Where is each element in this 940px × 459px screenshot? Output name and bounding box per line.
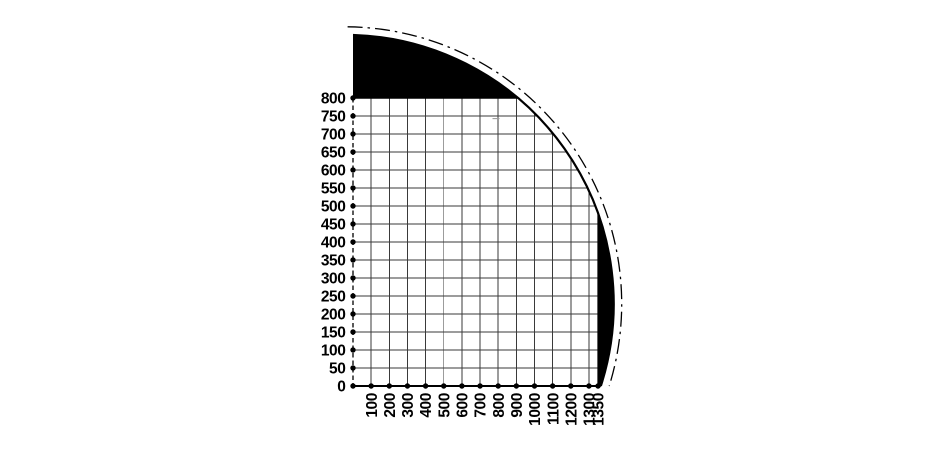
x-tick-dot (441, 383, 447, 389)
y-tick-dot (350, 95, 356, 101)
y-tick-label: 550 (321, 181, 346, 198)
y-tick-label: 300 (321, 271, 346, 288)
x-tick-label: 300 (400, 393, 417, 418)
y-tick-dot (350, 131, 356, 137)
x-tick-label: 1100 (545, 393, 562, 425)
x-tick-label: 1000 (527, 393, 544, 426)
y-tick-dot (350, 329, 356, 335)
x-tick-label: 1300 (582, 393, 599, 426)
x-tick-dot (477, 383, 483, 389)
y-tick-label: 100 (321, 343, 346, 360)
y-tick-dot (350, 365, 356, 371)
y-tick-label: 0 (337, 379, 345, 396)
x-tick-dot (386, 383, 392, 389)
y-tick-dot (350, 167, 356, 173)
x-tick-dot (459, 383, 465, 389)
y-tick-label: 150 (321, 325, 346, 342)
x-tick-label: 1350 (591, 393, 608, 426)
x-tick-dot (422, 383, 429, 389)
x-tick-label: 900 (509, 393, 526, 418)
y-tick-dot (350, 185, 356, 191)
y-tick-label: 700 (321, 127, 346, 144)
x-tick-dot (495, 383, 501, 389)
x-tick-dot (368, 383, 374, 389)
envelope-top-fill (353, 34, 518, 98)
y-tick-label: 500 (321, 199, 346, 216)
x-tick-dot (586, 383, 592, 389)
y-tick-dot (350, 347, 356, 353)
x-tick-label: 700 (473, 393, 490, 418)
x-tick-label: 800 (491, 393, 508, 418)
y-tick-label: 600 (321, 163, 346, 180)
x-tick-dot (568, 383, 574, 389)
y-tick-label: 750 (321, 109, 346, 126)
x-tick-dot (404, 383, 411, 389)
y-tick-dot (350, 293, 356, 299)
y-tick-label: 350 (321, 253, 346, 270)
y-tick-dot (350, 203, 356, 209)
y-tick-label: 800 (321, 91, 346, 108)
y-tick-dot (350, 239, 356, 245)
x-tick-label: 1200 (563, 393, 580, 426)
y-tick-dot (350, 383, 356, 389)
y-tick-label: 50 (329, 361, 345, 378)
y-tick-dot (350, 257, 356, 263)
y-tick-dot (350, 275, 356, 281)
y-tick-label: 250 (321, 289, 346, 306)
y-tick-dot (350, 113, 356, 119)
y-tick-dot (350, 221, 356, 227)
y-tick-label: 650 (321, 145, 346, 162)
x-tick-label: 500 (436, 393, 453, 418)
y-tick-label: 400 (321, 235, 346, 252)
x-tick-label: 600 (455, 393, 472, 418)
x-tick-label: 400 (418, 393, 435, 418)
y-tick-label: 200 (321, 307, 346, 324)
x-tick-label: 200 (382, 393, 399, 418)
x-tick-dot (595, 383, 601, 389)
envelope-arc (352, 33, 615, 387)
y-tick-dot (350, 149, 356, 155)
envelope-right-fill (598, 213, 614, 386)
x-tick-dot (513, 383, 520, 389)
y-tick-label: 450 (321, 217, 346, 234)
x-tick-dot (531, 383, 538, 389)
phantom-arc-dashdot (347, 26, 623, 387)
x-tick-label: 100 (364, 393, 381, 418)
tick-dots (350, 95, 601, 389)
grid (353, 98, 599, 386)
x-tick-dot (549, 383, 556, 389)
y-tick-dot (350, 311, 356, 317)
